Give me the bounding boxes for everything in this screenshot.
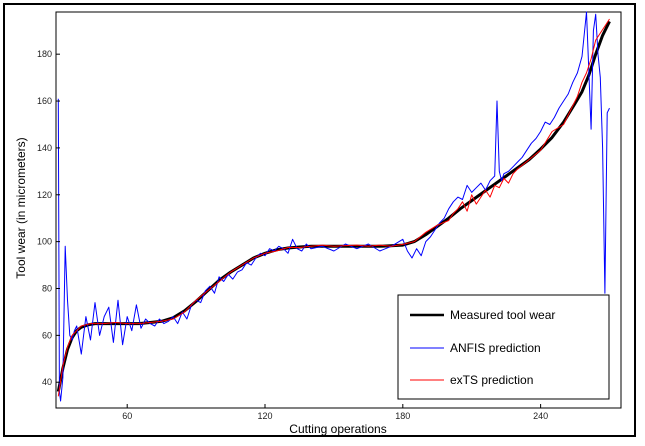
y-tick-label: 160 <box>37 96 52 106</box>
legend-label-exts: exTS prediction <box>450 373 533 387</box>
x-tick-label: 240 <box>533 411 548 421</box>
x-tick-label: 60 <box>122 411 132 421</box>
series-layer <box>56 11 611 402</box>
y-tick-label: 180 <box>37 49 52 59</box>
x-tick-label: 180 <box>395 411 410 421</box>
y-tick-label: 40 <box>42 377 52 387</box>
legend-box <box>397 294 610 400</box>
legend-label-anfis: ANFIS prediction <box>450 341 541 355</box>
y-tick-label: 140 <box>37 143 52 153</box>
x-axis-label: Cutting operations <box>289 422 386 436</box>
x-tick-label: 120 <box>257 411 272 421</box>
axis-ticks: 60 120 180 240 40 60 80 100 120 140 160 180 <box>37 49 548 421</box>
y-tick-label: 60 <box>42 330 52 340</box>
y-tick-label: 80 <box>42 283 52 293</box>
series-exts-prediction <box>57 18 610 397</box>
y-tick-label: 120 <box>37 190 52 200</box>
y-axis-label: Tool wear (in micrometers) <box>14 137 28 278</box>
legend: Measured tool wear ANFIS prediction exTS… <box>397 294 610 400</box>
y-tick-label: 100 <box>37 237 52 247</box>
legend-label-measured: Measured tool wear <box>450 308 555 322</box>
